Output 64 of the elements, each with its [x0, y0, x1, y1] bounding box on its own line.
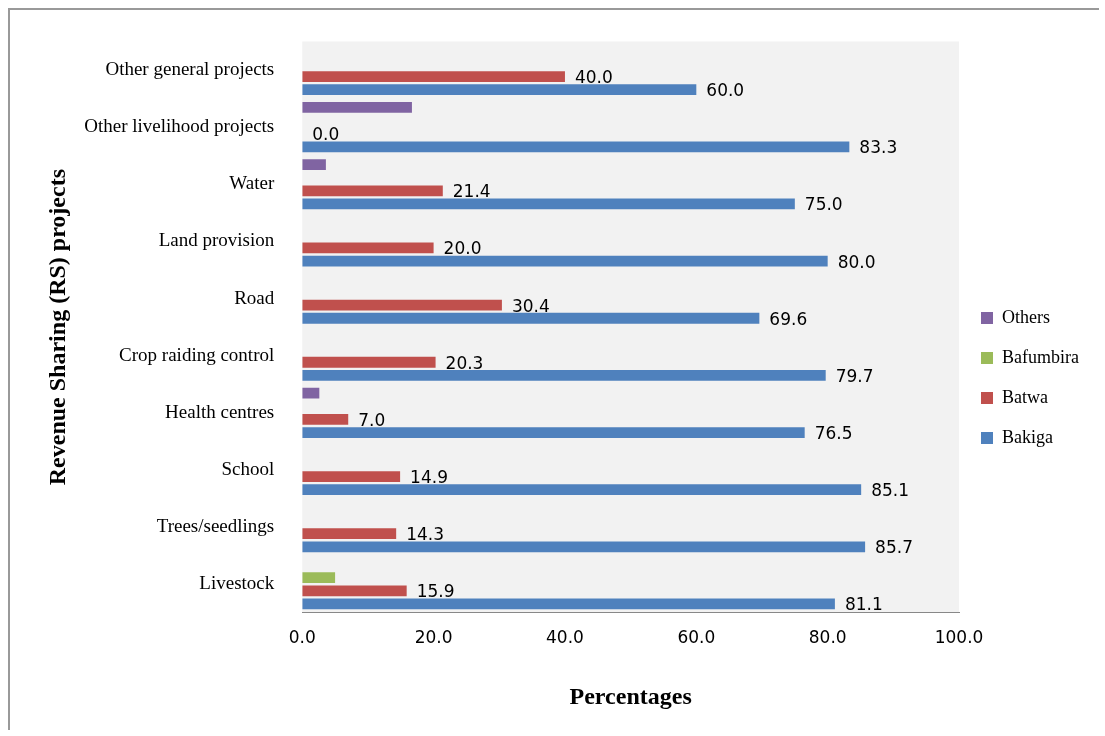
data-label: 40.0: [574, 66, 613, 87]
data-label: 30.4: [511, 295, 550, 316]
legend-label: Bafumbira: [1002, 346, 1080, 367]
data-label: 14.3: [406, 524, 445, 545]
bar: [302, 572, 336, 584]
data-label: 75.0: [804, 194, 843, 215]
y-tick-label: Other general projects: [105, 57, 275, 79]
x-axis-title: Percentages: [569, 682, 692, 709]
x-tick-label: 0.0: [288, 627, 316, 648]
y-tick-label: Health centres: [165, 400, 275, 422]
y-tick-label: Land provision: [158, 229, 275, 251]
bar: [302, 370, 826, 381]
data-label: 79.7: [835, 365, 874, 386]
y-tick-label: Other livelihood projects: [84, 115, 275, 137]
bar: [302, 585, 407, 597]
bar: [302, 598, 835, 610]
bar: [302, 198, 795, 210]
data-label: 60.0: [706, 80, 745, 101]
bar: [302, 299, 502, 311]
y-axis-title: Revenue Sharing (RS) projects: [43, 168, 70, 486]
y-tick-label: Water: [229, 172, 275, 194]
data-label: 80.0: [837, 251, 876, 272]
data-label: 15.9: [416, 581, 455, 602]
data-label: 20.0: [443, 238, 482, 259]
data-label: 0.0: [312, 124, 340, 145]
data-label: 21.4: [452, 181, 491, 202]
bar: [302, 413, 349, 425]
bar: [302, 185, 443, 197]
data-label: 20.3: [445, 352, 484, 373]
bar: [302, 141, 850, 153]
bar: [302, 102, 412, 113]
bar: [302, 159, 326, 170]
x-tick-label: 20.0: [414, 627, 453, 648]
legend-label: Batwa: [1002, 386, 1049, 407]
legend-label: Others: [1002, 306, 1051, 327]
y-tick-label: School: [221, 457, 275, 479]
bar: [302, 71, 565, 82]
y-tick-label: Crop raiding control: [119, 343, 275, 365]
data-label: 83.3: [859, 137, 898, 158]
data-label: 69.6: [769, 308, 808, 329]
bar: [302, 427, 805, 438]
bar: [302, 356, 436, 368]
data-label: 81.1: [844, 594, 883, 615]
data-label: 14.9: [410, 466, 448, 487]
x-tick-label: 60.0: [677, 627, 716, 648]
y-tick-label: Livestock: [199, 572, 275, 594]
bar: [302, 84, 697, 96]
bar: [302, 484, 862, 496]
y-tick-label: Trees/seedlings: [156, 515, 275, 537]
bar: [302, 528, 397, 540]
bar: [302, 312, 760, 324]
x-tick-label: 80.0: [808, 627, 847, 648]
data-label: 85.1: [871, 480, 910, 501]
bar: [302, 541, 866, 553]
x-tick-label: 40.0: [546, 627, 584, 648]
y-tick-label: Road: [234, 286, 275, 308]
bar: [302, 242, 434, 254]
x-tick-label: 100.0: [934, 627, 984, 648]
data-label: 85.7: [875, 537, 913, 558]
legend-label: Bakiga: [1002, 426, 1054, 447]
data-label: 7.0: [358, 409, 386, 430]
data-label: 76.5: [814, 422, 853, 443]
bar: [302, 255, 828, 267]
bar: [302, 471, 401, 482]
